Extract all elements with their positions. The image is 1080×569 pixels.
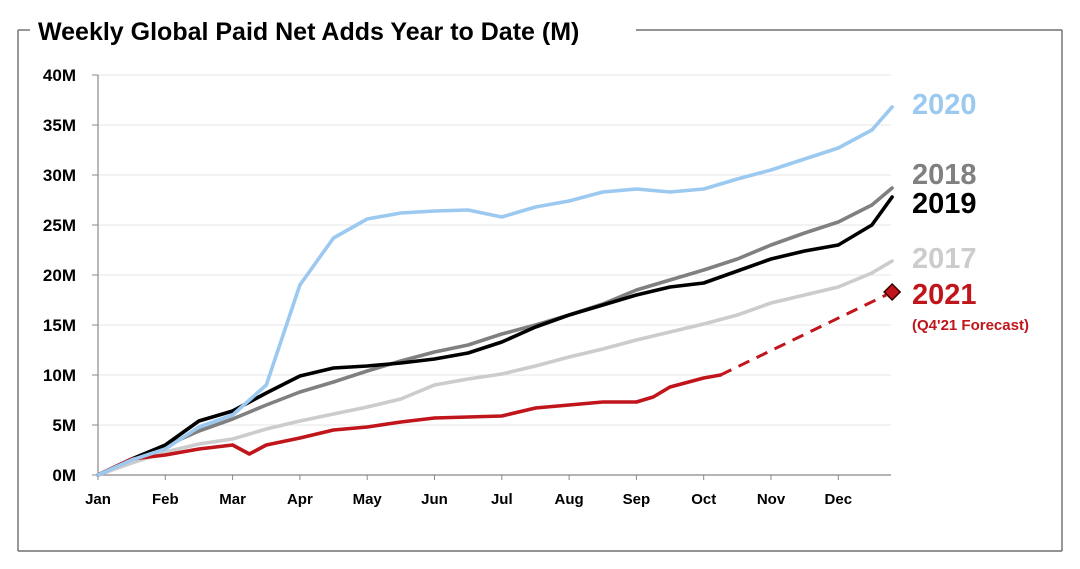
y-axis-ticks: 0M 5M 10M 15M 20M 25M 30M 35M 40M [43, 66, 98, 485]
series-line-2019 [96, 195, 894, 477]
x-tick-label: May [353, 491, 383, 508]
chart-title: Weekly Global Paid Net Adds Year to Date… [38, 18, 579, 46]
series-label-2017: 2017 [912, 243, 977, 275]
series-label-2018: 2018 [912, 159, 977, 191]
series-line-2018 [96, 186, 894, 477]
y-tick-label: 30M [43, 166, 76, 185]
x-tick-label: Jun [421, 491, 448, 508]
y-tick-label: 40M [43, 66, 76, 85]
x-tick-label: Sep [623, 491, 651, 508]
series-label-2021: 2021 [912, 279, 977, 311]
series-line-2017 [96, 259, 894, 477]
axes [97, 75, 891, 476]
x-tick-label: Nov [757, 491, 786, 508]
chart-frame [17, 29, 1063, 552]
forecast-note: (Q4'21 Forecast) [912, 317, 1029, 334]
forecast-diamond-marker [883, 282, 902, 302]
x-tick-label: Aug [555, 491, 584, 508]
forecast-group [719, 282, 902, 377]
y-tick-label: 35M [43, 116, 76, 135]
forecast-dashed-line [719, 293, 887, 377]
x-tick-label: Jul [491, 491, 513, 508]
y-tick-label: 5M [52, 416, 76, 435]
x-tick-label: Dec [825, 491, 853, 508]
y-tick-label: 15M [43, 316, 76, 335]
y-tick-label: 0M [52, 466, 76, 485]
gridlines [98, 74, 891, 426]
x-axis-ticks: Jan Feb Mar Apr May Jun Jul Aug Sep Oct Nov Dec [85, 475, 852, 508]
series-lines [96, 105, 894, 477]
series-label-2019: 2019 [912, 188, 977, 220]
y-tick-label: 10M [43, 366, 76, 385]
series-line-2020 [96, 105, 894, 477]
y-tick-label: 20M [43, 266, 76, 285]
x-tick-label: Apr [287, 491, 313, 508]
x-tick-label: Mar [219, 491, 246, 508]
x-tick-label: Jan [85, 491, 111, 508]
x-tick-label: Oct [691, 491, 716, 508]
series-line-2021 [96, 373, 723, 477]
x-tick-label: Feb [152, 491, 179, 508]
y-tick-label: 25M [43, 216, 76, 235]
series-label-2020: 2020 [912, 89, 977, 121]
